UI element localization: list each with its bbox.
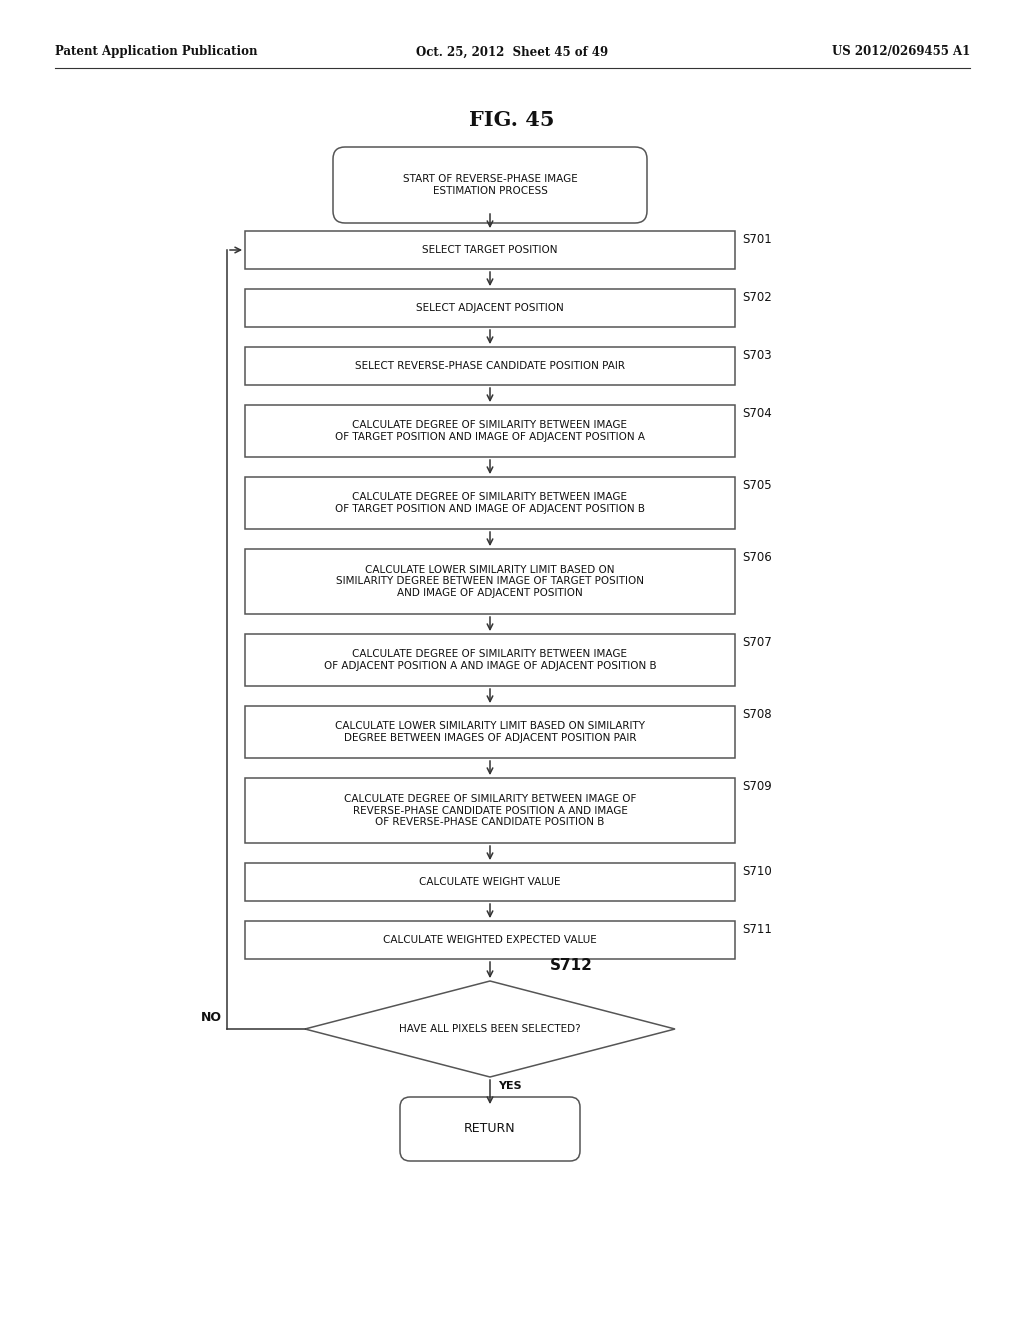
Bar <box>245 634 735 686</box>
Text: SELECT TARGET POSITION: SELECT TARGET POSITION <box>422 246 558 255</box>
Bar <box>245 477 735 529</box>
Text: SELECT ADJACENT POSITION: SELECT ADJACENT POSITION <box>416 304 564 313</box>
Text: S705: S705 <box>742 479 772 492</box>
Text: FIG. 45: FIG. 45 <box>469 110 555 129</box>
Text: S704: S704 <box>742 407 772 420</box>
Text: S701: S701 <box>742 234 772 246</box>
Text: HAVE ALL PIXELS BEEN SELECTED?: HAVE ALL PIXELS BEEN SELECTED? <box>399 1024 581 1034</box>
Text: S710: S710 <box>742 865 772 878</box>
Text: RETURN: RETURN <box>464 1122 516 1135</box>
Text: CALCULATE DEGREE OF SIMILARITY BETWEEN IMAGE
OF ADJACENT POSITION A AND IMAGE OF: CALCULATE DEGREE OF SIMILARITY BETWEEN I… <box>324 649 656 671</box>
Bar <box>245 231 735 269</box>
FancyBboxPatch shape <box>400 1097 580 1162</box>
Text: S702: S702 <box>742 290 772 304</box>
Text: NO: NO <box>201 1011 222 1024</box>
Text: S711: S711 <box>742 923 772 936</box>
Text: CALCULATE WEIGHT VALUE: CALCULATE WEIGHT VALUE <box>419 876 561 887</box>
Text: S703: S703 <box>742 348 772 362</box>
Text: S709: S709 <box>742 780 772 793</box>
Bar <box>245 405 735 457</box>
Text: CALCULATE WEIGHTED EXPECTED VALUE: CALCULATE WEIGHTED EXPECTED VALUE <box>383 935 597 945</box>
Polygon shape <box>305 981 675 1077</box>
Text: S708: S708 <box>742 708 772 721</box>
Bar <box>245 549 735 614</box>
Text: START OF REVERSE-PHASE IMAGE
ESTIMATION PROCESS: START OF REVERSE-PHASE IMAGE ESTIMATION … <box>402 174 578 195</box>
Text: S712: S712 <box>550 958 593 973</box>
Bar <box>245 347 735 385</box>
Text: CALCULATE LOWER SIMILARITY LIMIT BASED ON SIMILARITY
DEGREE BETWEEN IMAGES OF AD: CALCULATE LOWER SIMILARITY LIMIT BASED O… <box>335 721 645 743</box>
Text: S707: S707 <box>742 636 772 649</box>
Bar <box>245 777 735 843</box>
Text: Patent Application Publication: Patent Application Publication <box>55 45 257 58</box>
Bar <box>245 863 735 902</box>
Text: CALCULATE DEGREE OF SIMILARITY BETWEEN IMAGE
OF TARGET POSITION AND IMAGE OF ADJ: CALCULATE DEGREE OF SIMILARITY BETWEEN I… <box>335 420 645 442</box>
Text: CALCULATE DEGREE OF SIMILARITY BETWEEN IMAGE OF
REVERSE-PHASE CANDIDATE POSITION: CALCULATE DEGREE OF SIMILARITY BETWEEN I… <box>344 793 636 828</box>
Text: CALCULATE LOWER SIMILARITY LIMIT BASED ON
SIMILARITY DEGREE BETWEEN IMAGE OF TAR: CALCULATE LOWER SIMILARITY LIMIT BASED O… <box>336 565 644 598</box>
Bar <box>245 706 735 758</box>
Text: S706: S706 <box>742 550 772 564</box>
Text: US 2012/0269455 A1: US 2012/0269455 A1 <box>831 45 970 58</box>
Text: SELECT REVERSE-PHASE CANDIDATE POSITION PAIR: SELECT REVERSE-PHASE CANDIDATE POSITION … <box>355 360 625 371</box>
Bar <box>245 289 735 327</box>
FancyBboxPatch shape <box>333 147 647 223</box>
Bar <box>245 921 735 960</box>
Text: CALCULATE DEGREE OF SIMILARITY BETWEEN IMAGE
OF TARGET POSITION AND IMAGE OF ADJ: CALCULATE DEGREE OF SIMILARITY BETWEEN I… <box>335 492 645 513</box>
Text: YES: YES <box>498 1081 521 1092</box>
Text: Oct. 25, 2012  Sheet 45 of 49: Oct. 25, 2012 Sheet 45 of 49 <box>416 45 608 58</box>
